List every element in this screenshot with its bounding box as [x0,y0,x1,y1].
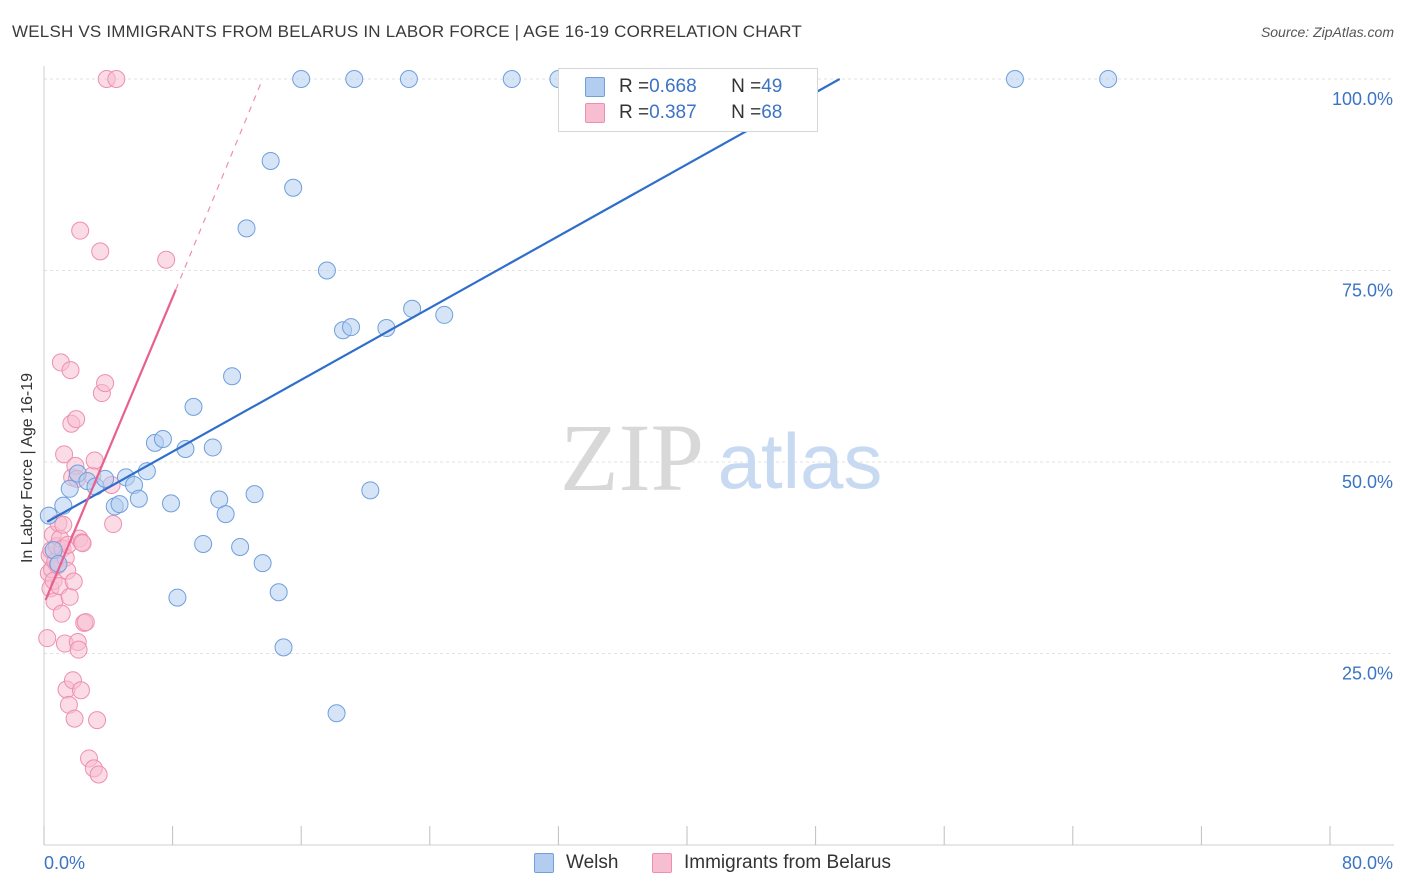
welsh-point [223,367,242,386]
legend-item-belarus[interactable]: Immigrants from Belarus [652,852,891,874]
welsh-point [129,489,148,508]
belarus-point [96,374,115,393]
welsh-point [435,305,454,324]
n-value: 68 [761,102,783,123]
welsh-point [274,638,293,657]
y-tick-label: 100.0% [1332,89,1393,109]
belarus-swatch [652,853,672,873]
belarus-point [88,711,107,730]
welsh-point [502,70,521,88]
belarus-point [60,587,79,606]
welsh-point [327,704,346,723]
welsh-point [399,70,418,88]
belarus-point [91,242,110,261]
welsh-point [184,397,203,416]
belarus-point [76,613,95,632]
welsh-point [60,479,79,498]
belarus-point [107,70,126,88]
welsh-point [110,495,129,514]
belarus-point [69,640,88,659]
legend-item-welsh[interactable]: Welsh [534,852,618,874]
belarus-point [54,515,73,534]
belarus-point [67,410,86,429]
welsh-swatch [534,853,554,873]
source-credit: Source: ZipAtlas.com [1260,24,1394,40]
legend-label: Immigrants from Belarus [684,852,891,873]
x-tick-label-min: 0.0% [44,853,85,873]
welsh-point [269,583,288,602]
belarus-point [55,445,74,464]
welsh-point [216,505,235,524]
welsh-point [342,318,361,337]
axes [43,66,1394,846]
tick-labels: 25.0% 50.0% 75.0% 100.0% 0.0% 80.0% [44,89,1393,873]
welsh-point [1005,70,1024,88]
welsh-point [361,481,380,500]
n-value: 49 [761,76,783,97]
welsh-point [253,554,272,573]
welsh-point [261,151,280,170]
welsh-point [345,70,364,88]
belarus-point [157,250,176,269]
belarus-swatch [585,103,605,123]
stats-legend: R = 0.668 N = 49 R = 0.387 N = 68 [558,68,818,132]
welsh-point [153,430,172,449]
watermark-zip: ZIP [560,404,704,511]
welsh-swatch [585,77,605,97]
chart-title: WELSH VS IMMIGRANTS FROM BELARUS IN LABO… [12,22,802,41]
welsh-point [237,219,256,238]
belarus-point [71,221,90,240]
welsh-point [292,70,311,88]
belarus-point [52,604,71,623]
belarus-trend-line [44,289,177,601]
r-label: R = [619,102,650,123]
watermark: ZIP atlas [560,404,882,511]
belarus-point [104,515,123,534]
belarus-point [89,765,108,784]
welsh-points [39,70,1118,723]
n-label: N = [731,76,762,97]
watermark-atlas: atlas [718,417,883,505]
y-tick-label: 50.0% [1342,472,1393,492]
y-tick-label: 25.0% [1342,664,1393,684]
stats-row-welsh: R = 0.668 N = 49 [559,75,782,99]
welsh-point [194,534,213,553]
belarus-point [71,681,90,700]
legend-label: Welsh [566,852,619,873]
welsh-point [1099,70,1118,88]
welsh-point [168,588,187,607]
welsh-point [317,261,336,280]
welsh-trend-line [46,78,841,523]
belarus-point [73,534,92,553]
trend-lines [44,78,841,601]
series-legend: Welsh Immigrants from Belarus [0,852,1406,878]
n-label: N = [731,102,762,123]
r-value: 0.387 [649,102,697,123]
stats-row-belarus: R = 0.387 N = 68 [559,101,782,125]
welsh-point [161,494,180,513]
belarus-point [38,629,57,648]
belarus-point [64,572,83,591]
r-label: R = [619,76,650,97]
welsh-point [203,438,222,457]
x-tick-label-max: 80.0% [1342,853,1393,873]
belarus-point [65,709,84,728]
grid-lines [44,78,1394,654]
belarus-point [61,361,80,380]
belarus-points [38,70,176,784]
r-value: 0.668 [649,76,697,97]
welsh-point [245,485,264,504]
y-tick-label: 75.0% [1342,281,1393,301]
belarus-trend-extension [175,78,264,290]
welsh-point [284,178,303,197]
welsh-point [231,538,250,557]
